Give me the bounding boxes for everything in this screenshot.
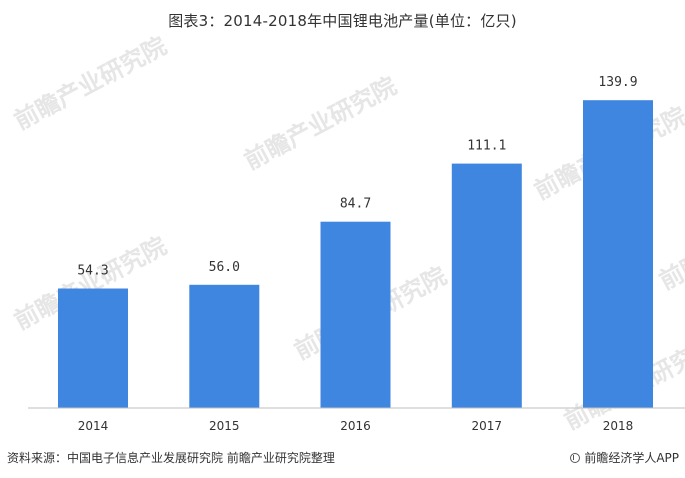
x-tick-label-2015: 2015 [209, 419, 240, 433]
chart-title: 图表3：2014-2018年中国锂电池产量(单位：亿只) [168, 12, 517, 30]
bar-2016 [320, 221, 391, 408]
brand-label: 前瞻经济学人APP [584, 451, 679, 465]
bars-group [58, 100, 653, 408]
watermark-text: 前瞻产业研究院 [10, 32, 171, 136]
x-tick-label-2014: 2014 [78, 419, 109, 433]
brand-logo-icon [570, 452, 581, 463]
watermark-text: 前瞻产业研究院 [240, 72, 401, 176]
bar-2015 [189, 284, 260, 408]
value-labels-group: 54.3 56.0 84.7 111.1 139.9 [77, 75, 637, 278]
bar-value-label-2015: 56.0 [209, 260, 240, 275]
bar-2018 [583, 100, 653, 408]
x-tick-label-2016: 2016 [340, 419, 371, 433]
x-tick-label-2017: 2017 [472, 419, 503, 433]
bar-2014 [58, 288, 128, 408]
bar-2017 [451, 163, 522, 408]
bar-value-label-2017: 111.1 [467, 139, 506, 154]
bar-value-label-2016: 84.7 [340, 197, 371, 212]
bar-value-label-2018: 139.9 [598, 75, 637, 90]
x-tick-label-2018: 2018 [603, 419, 634, 433]
source-note: 资料来源：中国电子信息产业发展研究院 前瞻产业研究院整理 [7, 451, 335, 465]
brand-note: 前瞻经济学人APP [570, 449, 679, 466]
bar-value-label-2014: 54.3 [77, 264, 108, 279]
watermark-text: 前瞻产业研究院 [655, 192, 685, 296]
x-tick-labels-group: 2014 2015 2016 2017 2018 [78, 419, 634, 433]
